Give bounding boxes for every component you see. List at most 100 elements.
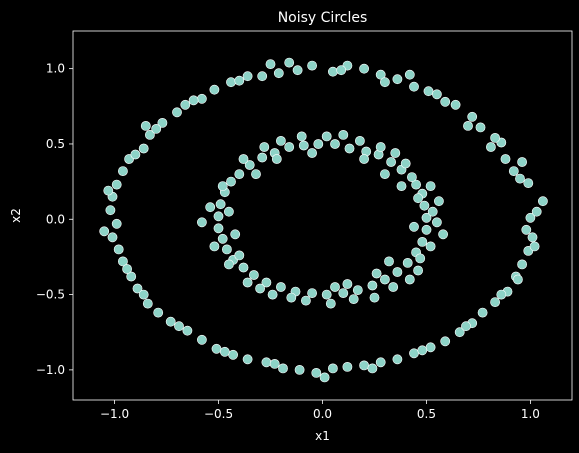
data-point <box>345 144 354 153</box>
data-point <box>141 121 150 130</box>
data-point <box>114 245 123 254</box>
data-point <box>108 233 117 242</box>
data-point <box>297 132 306 141</box>
data-point <box>189 96 198 105</box>
data-point <box>518 260 527 269</box>
data-point <box>434 197 443 206</box>
data-point <box>463 121 472 130</box>
data-point <box>197 218 206 227</box>
data-point <box>274 69 283 78</box>
data-point <box>197 335 206 344</box>
data-point <box>376 358 385 367</box>
data-point <box>522 225 531 234</box>
data-point <box>287 293 296 302</box>
data-point <box>243 355 252 364</box>
y-tick-label: 0.5 <box>46 137 65 151</box>
data-point <box>330 139 339 148</box>
data-point <box>152 124 161 133</box>
data-point <box>214 224 223 233</box>
data-point <box>424 87 433 96</box>
data-point <box>337 66 346 75</box>
data-point <box>118 167 127 176</box>
data-point <box>360 64 369 73</box>
data-point <box>278 364 287 373</box>
data-point <box>393 355 402 364</box>
data-point <box>432 90 441 99</box>
data-point <box>528 233 537 242</box>
data-point <box>370 293 379 302</box>
data-point <box>231 230 240 239</box>
data-point <box>538 197 547 206</box>
data-point <box>349 295 358 304</box>
x-tick-label: −0.5 <box>204 407 233 421</box>
data-point <box>308 289 317 298</box>
data-point <box>251 170 260 179</box>
y-tick-label: 0.0 <box>46 212 65 226</box>
data-point <box>407 173 416 182</box>
data-point <box>276 136 285 145</box>
data-point <box>426 343 435 352</box>
data-point <box>239 263 248 272</box>
chart-title: Noisy Circles <box>278 10 368 26</box>
y-axis-label: x2 <box>9 208 23 223</box>
data-point <box>384 257 393 266</box>
data-point <box>172 108 181 117</box>
data-point <box>476 123 485 132</box>
data-point <box>272 154 281 163</box>
data-point <box>104 186 113 195</box>
data-point <box>486 142 495 151</box>
y-tick-label: −0.5 <box>36 288 65 302</box>
data-point <box>301 296 310 305</box>
data-point <box>222 245 231 254</box>
data-point <box>339 289 348 298</box>
data-point <box>218 182 227 191</box>
data-point <box>372 269 381 278</box>
data-point <box>183 326 192 335</box>
data-point <box>326 299 335 308</box>
data-point <box>235 76 244 85</box>
data-point <box>451 100 460 109</box>
data-point <box>112 219 121 228</box>
data-point <box>441 97 450 106</box>
data-point <box>416 254 425 263</box>
data-point <box>308 61 317 70</box>
data-point <box>468 112 477 121</box>
data-point <box>181 100 190 109</box>
data-point <box>258 153 267 162</box>
x-tick-label: 0.0 <box>313 407 332 421</box>
data-point <box>405 275 414 284</box>
data-point <box>360 154 369 163</box>
data-point <box>197 94 206 103</box>
data-point <box>139 290 148 299</box>
data-point <box>518 157 527 166</box>
data-point <box>212 344 221 353</box>
data-point <box>380 78 389 87</box>
data-point <box>389 282 398 291</box>
data-point <box>328 364 337 373</box>
data-point <box>339 130 348 139</box>
data-point <box>320 373 329 382</box>
x-tick-label: 1.0 <box>521 407 540 421</box>
data-point <box>262 358 271 367</box>
data-point <box>260 142 269 151</box>
data-point <box>322 290 331 299</box>
data-point <box>409 349 418 358</box>
x-axis-label: x1 <box>315 429 330 443</box>
x-tick-label: 0.5 <box>417 407 436 421</box>
data-point <box>270 359 279 368</box>
data-point <box>314 139 323 148</box>
data-point <box>532 207 541 216</box>
data-point <box>368 364 377 373</box>
data-point <box>285 142 294 151</box>
data-point <box>478 308 487 317</box>
data-point <box>235 170 244 179</box>
data-point <box>414 194 423 203</box>
data-point <box>224 207 233 216</box>
data-point <box>243 72 252 81</box>
data-point <box>322 132 331 141</box>
data-point <box>343 362 352 371</box>
data-point <box>229 350 238 359</box>
data-point <box>393 75 402 84</box>
data-point <box>360 361 369 370</box>
